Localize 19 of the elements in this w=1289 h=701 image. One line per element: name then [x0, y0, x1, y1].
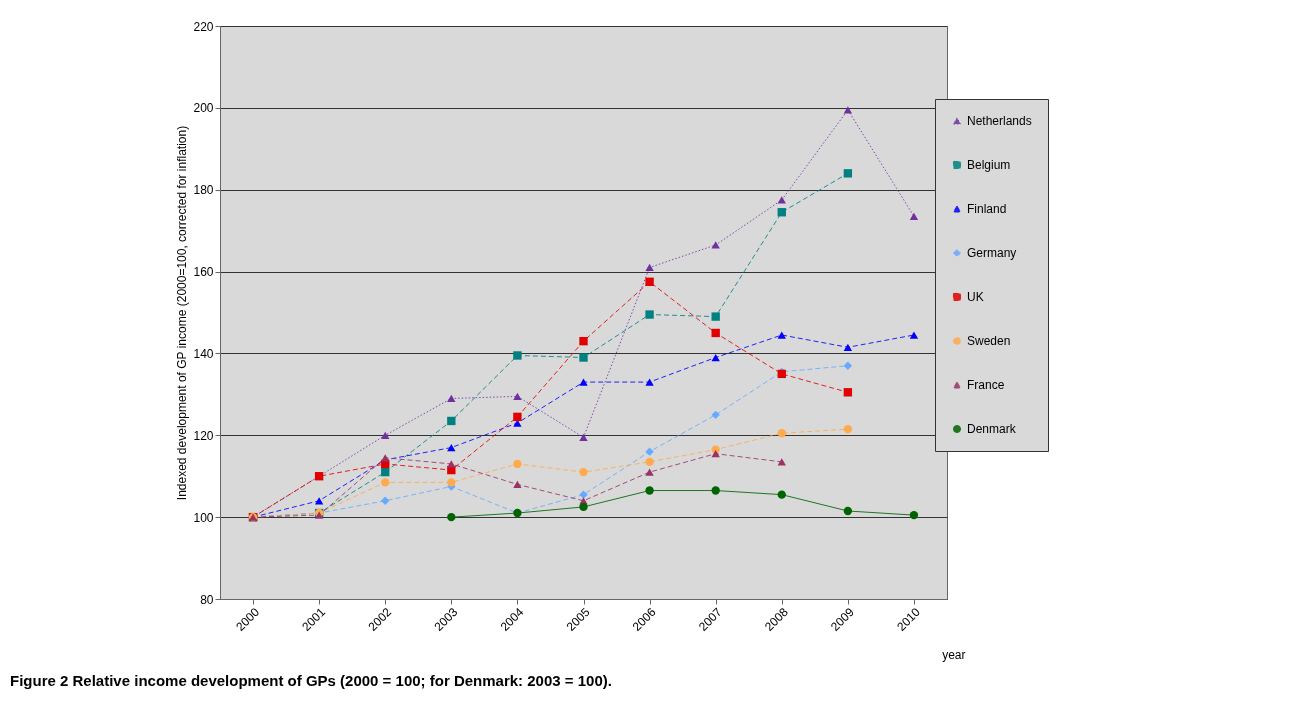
y-tick-label: 220	[193, 19, 214, 34]
legend-label: Germany	[967, 246, 1017, 260]
y-tick-label: 160	[193, 265, 214, 280]
legend-label: Netherlands	[967, 114, 1032, 128]
text: Figure 2 Relative income development of GPs (2000 = 100; for Denmark: 2003 = 100).	[10, 672, 612, 689]
legend-label: Denmark	[967, 422, 1017, 436]
y-axis-title: Indexed development of GP income (2000=100, corrected for inflation)	[175, 125, 190, 501]
legend-label: France	[967, 378, 1005, 392]
legend-label: Finland	[967, 202, 1007, 216]
y-tick-label: 180	[193, 183, 214, 198]
y-tick-label: 200	[193, 101, 214, 116]
y-tick-label: 80	[200, 592, 214, 607]
x-axis-title: year	[942, 647, 966, 662]
legend-label: UK	[967, 290, 984, 304]
y-tick-label: 120	[193, 428, 214, 443]
y-tick-label: 100	[193, 510, 214, 525]
legend-label: Belgium	[967, 158, 1011, 172]
y-tick-label: 140	[193, 346, 214, 361]
legend-label: Sweden	[967, 334, 1011, 348]
